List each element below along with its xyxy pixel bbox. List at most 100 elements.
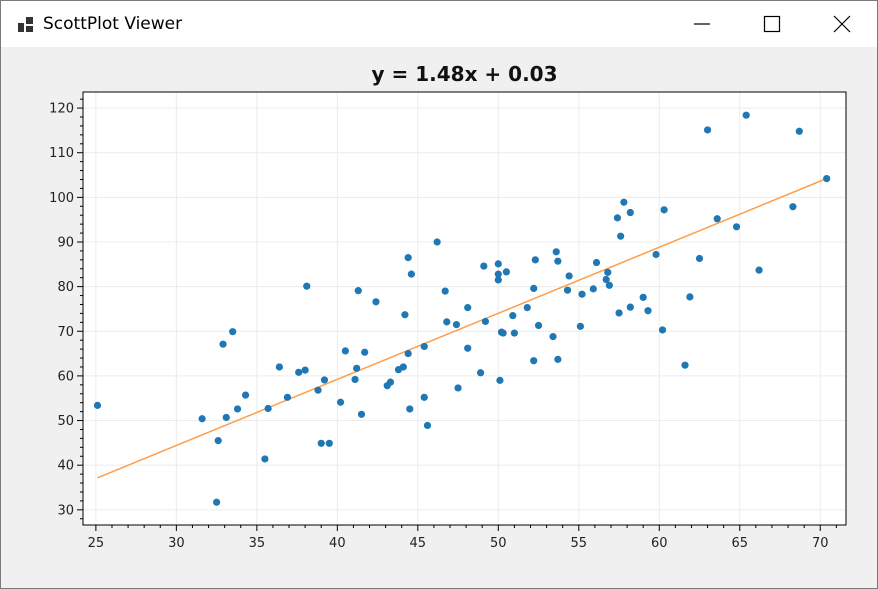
- data-point: [93, 401, 102, 409]
- data-point: [357, 410, 366, 418]
- x-tick-label: 60: [651, 536, 668, 551]
- x-tick-label: 30: [168, 536, 185, 551]
- data-point: [264, 404, 272, 413]
- data-point: [423, 421, 432, 430]
- close-button[interactable]: [807, 1, 877, 47]
- data-point: [789, 203, 797, 211]
- x-tick-label: 25: [88, 536, 105, 551]
- data-point: [303, 282, 311, 290]
- y-tick-label: 110: [49, 146, 74, 161]
- maximize-icon: [763, 15, 781, 33]
- data-point: [523, 304, 531, 312]
- data-point: [502, 268, 510, 276]
- data-point: [301, 366, 309, 374]
- data-point: [452, 320, 461, 329]
- y-tick-label: 40: [57, 459, 74, 474]
- data-point: [443, 318, 451, 326]
- title-bar[interactable]: ScottPlot Viewer: [1, 1, 877, 47]
- data-point: [480, 262, 488, 270]
- y-tick-label: 90: [57, 235, 74, 250]
- grid-lines: [83, 92, 846, 525]
- data-point: [198, 415, 206, 423]
- data-points: [93, 111, 831, 506]
- data-point: [613, 214, 622, 222]
- y-tick-label: 120: [49, 102, 74, 117]
- data-point: [531, 256, 539, 264]
- data-point: [214, 437, 222, 445]
- data-point: [496, 376, 504, 384]
- data-point: [713, 215, 721, 223]
- data-point: [589, 285, 597, 293]
- data-point: [644, 307, 652, 315]
- data-point: [509, 312, 517, 320]
- x-tick-label: 70: [812, 536, 829, 551]
- y-axis: 30 40 50 60 70 80 90 100 110 120: [49, 98, 83, 520]
- data-point: [404, 254, 412, 262]
- data-point: [386, 378, 395, 386]
- data-point: [275, 363, 283, 371]
- data-point: [494, 270, 502, 278]
- data-point: [530, 284, 538, 293]
- data-point: [549, 333, 557, 341]
- data-point: [481, 317, 490, 326]
- data-point: [626, 208, 634, 217]
- data-point: [325, 439, 333, 447]
- data-point: [464, 344, 472, 352]
- data-point: [578, 290, 586, 298]
- data-point: [681, 361, 689, 369]
- data-point: [420, 393, 428, 401]
- data-point: [464, 304, 472, 312]
- data-point: [695, 254, 704, 263]
- data-point: [420, 342, 428, 351]
- x-tick-label: 55: [571, 536, 588, 551]
- data-point: [605, 281, 613, 289]
- minimize-icon: [694, 23, 710, 25]
- data-point: [406, 405, 414, 413]
- data-point: [823, 175, 831, 183]
- minimize-button[interactable]: [667, 1, 737, 47]
- data-point: [222, 413, 230, 422]
- data-point: [233, 405, 242, 413]
- data-point: [530, 357, 538, 365]
- data-point: [686, 293, 694, 301]
- data-point: [404, 349, 412, 358]
- data-point: [372, 298, 380, 306]
- data-point: [732, 223, 741, 231]
- y-tick-label: 80: [57, 280, 74, 295]
- data-point: [494, 276, 502, 284]
- data-point: [604, 268, 612, 276]
- x-tick-label: 45: [410, 536, 427, 551]
- data-point: [354, 287, 362, 295]
- data-point: [626, 303, 634, 311]
- y-tick-label: 30: [57, 503, 74, 518]
- x-axis: 25 30 35 40 45 50 55 60 65 70: [88, 525, 837, 551]
- plot-control[interactable]: y = 1.48x + 0.03 25 30 35 40 45 50 55 60 65 70 30…: [1, 47, 877, 588]
- data-point: [441, 287, 449, 295]
- data-point: [295, 368, 303, 376]
- data-point: [499, 329, 507, 337]
- data-point: [510, 329, 519, 337]
- data-point: [401, 311, 409, 319]
- data-point: [576, 322, 584, 330]
- plot-frame: [82, 91, 847, 526]
- data-point: [476, 369, 485, 377]
- maximize-button[interactable]: [737, 1, 807, 47]
- data-point: [554, 257, 562, 265]
- window-title: ScottPlot Viewer: [43, 14, 183, 34]
- data-point: [229, 328, 237, 336]
- y-tick-label: 100: [49, 191, 74, 206]
- data-point: [534, 321, 543, 330]
- data-point: [639, 293, 647, 301]
- data-point: [554, 355, 562, 363]
- data-point: [454, 384, 462, 392]
- data-point: [615, 309, 623, 317]
- data-point: [351, 375, 359, 384]
- scatter-chart: y = 1.48x + 0.03 25 30 35 40 45 50 55 60 65 70 30…: [49, 62, 847, 551]
- data-point: [433, 238, 441, 246]
- data-point: [755, 266, 763, 274]
- chart-title: y = 1.48x + 0.03: [372, 62, 558, 86]
- close-icon: [833, 15, 851, 33]
- data-point: [565, 272, 573, 280]
- x-tick-label: 65: [731, 536, 748, 551]
- x-tick-label: 50: [490, 536, 507, 551]
